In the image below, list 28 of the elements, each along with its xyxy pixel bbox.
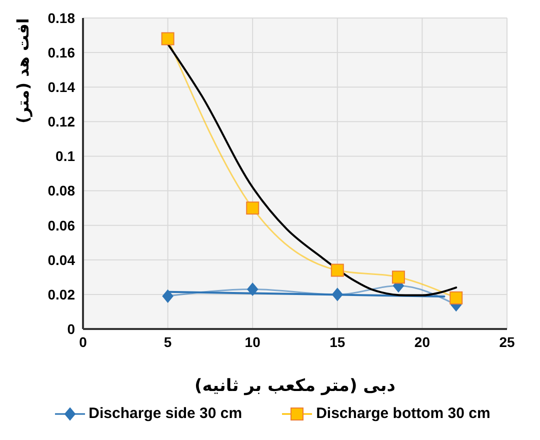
y-tick-label: 0.12 <box>48 114 76 130</box>
point <box>450 291 463 304</box>
x-tick-label: 20 <box>414 334 430 350</box>
point <box>161 32 174 46</box>
x-tick-label: 5 <box>164 334 172 350</box>
y-tick-label: 0.18 <box>48 10 76 26</box>
point <box>246 202 260 215</box>
y-tick-label: 0 <box>67 320 76 337</box>
y-tick-label: 0.08 <box>48 182 76 199</box>
y-tick-label: 0.06 <box>48 217 76 234</box>
point <box>332 288 343 301</box>
y-axis-title: افت هد (متر) <box>14 18 33 124</box>
point <box>162 290 174 303</box>
y-tick-label: 0.14 <box>48 79 76 96</box>
x-tick-label: 25 <box>499 334 515 350</box>
point <box>330 264 344 277</box>
x-axis-title: دبی (متر مکعب بر ثانیه) <box>194 376 396 396</box>
point <box>392 270 405 284</box>
legend-label: Discharge side 30 cm <box>88 405 242 422</box>
x-tick-label: 0 <box>79 334 88 350</box>
x-tick-label: 15 <box>330 334 346 350</box>
y-tick-label: 0.02 <box>48 286 76 302</box>
legend-label: Discharge bottom 30 cm <box>316 405 490 422</box>
y-tick-label: 0.04 <box>48 252 76 268</box>
point <box>247 282 258 296</box>
y-tick-label: 0.1 <box>56 148 76 164</box>
x-tick-label: 10 <box>244 334 261 350</box>
y-tick-label: 0.16 <box>48 44 76 61</box>
